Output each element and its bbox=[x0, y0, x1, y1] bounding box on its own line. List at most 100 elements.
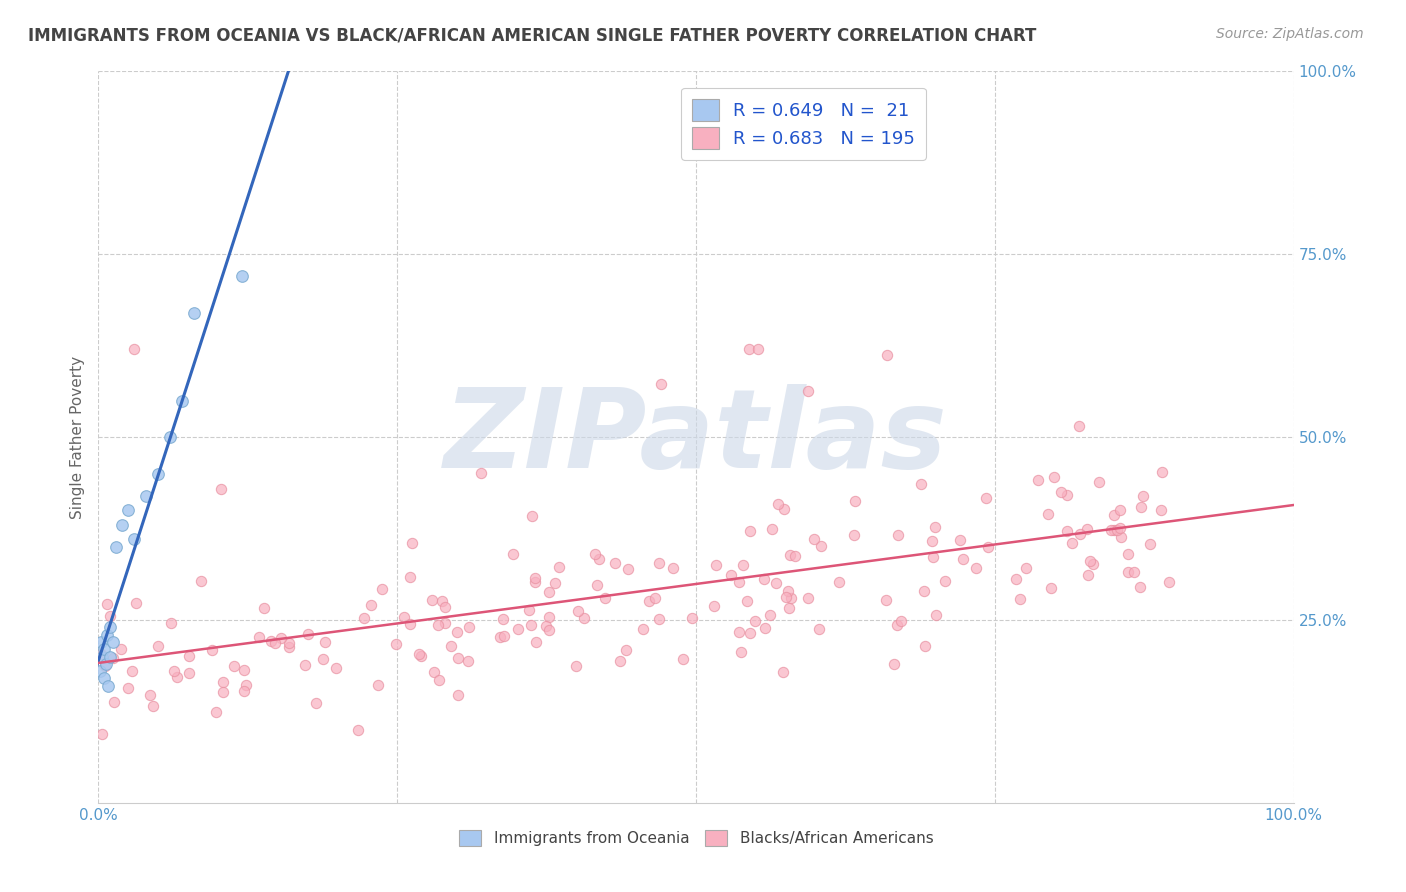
Point bbox=[934, 574, 956, 588]
Point bbox=[585, 577, 607, 591]
Point bbox=[644, 591, 666, 606]
Point bbox=[314, 634, 336, 648]
Text: IMMIGRANTS FROM OCEANIA VS BLACK/AFRICAN AMERICAN SINGLE FATHER POVERTY CORRELAT: IMMIGRANTS FROM OCEANIA VS BLACK/AFRICAN… bbox=[28, 27, 1036, 45]
Point bbox=[347, 723, 370, 737]
Point bbox=[430, 594, 453, 608]
Point bbox=[616, 643, 638, 657]
Legend: Immigrants from Oceania, Blacks/African Americans: Immigrants from Oceania, Blacks/African … bbox=[451, 822, 941, 854]
Point bbox=[768, 497, 790, 511]
Point bbox=[426, 617, 449, 632]
Point bbox=[91, 649, 114, 664]
Point bbox=[260, 633, 283, 648]
Point bbox=[844, 494, 866, 508]
Point bbox=[728, 574, 751, 589]
Text: Source: ZipAtlas.com: Source: ZipAtlas.com bbox=[1216, 27, 1364, 41]
Point bbox=[603, 556, 626, 570]
Point bbox=[1015, 561, 1038, 575]
Point bbox=[103, 695, 125, 709]
Point bbox=[543, 575, 565, 590]
Point bbox=[508, 622, 530, 636]
Point bbox=[778, 601, 800, 615]
Point bbox=[457, 655, 479, 669]
Point bbox=[1139, 537, 1161, 551]
Point bbox=[110, 642, 132, 657]
Point bbox=[159, 430, 181, 444]
Point bbox=[494, 629, 516, 643]
Point bbox=[796, 591, 818, 605]
Point bbox=[1105, 523, 1128, 537]
Point bbox=[1116, 565, 1139, 579]
Point bbox=[1004, 572, 1026, 586]
Point bbox=[883, 657, 905, 672]
Point bbox=[235, 678, 257, 692]
Point bbox=[1108, 502, 1130, 516]
Point bbox=[1088, 475, 1111, 489]
Point bbox=[778, 583, 800, 598]
Point bbox=[1010, 591, 1032, 606]
Point bbox=[661, 561, 683, 575]
Point bbox=[96, 627, 118, 641]
Point bbox=[233, 663, 256, 677]
Point bbox=[502, 547, 524, 561]
Point bbox=[1150, 465, 1173, 479]
Point bbox=[142, 698, 165, 713]
Point bbox=[759, 607, 782, 622]
Point bbox=[567, 604, 589, 618]
Point bbox=[887, 527, 910, 541]
Point bbox=[93, 672, 115, 686]
Point bbox=[637, 593, 659, 607]
Point bbox=[779, 591, 801, 605]
Point bbox=[747, 343, 769, 357]
Point bbox=[912, 583, 935, 598]
Point bbox=[117, 681, 139, 695]
Point bbox=[1132, 489, 1154, 503]
Point bbox=[609, 654, 631, 668]
Point bbox=[520, 618, 543, 632]
Point bbox=[270, 631, 292, 645]
Point bbox=[921, 534, 943, 549]
Point bbox=[738, 524, 761, 539]
Point bbox=[183, 306, 205, 320]
Point bbox=[1026, 474, 1049, 488]
Point bbox=[212, 675, 235, 690]
Point bbox=[1102, 508, 1125, 523]
Point bbox=[785, 549, 807, 564]
Point bbox=[1067, 419, 1090, 434]
Point bbox=[125, 596, 148, 610]
Point bbox=[681, 610, 703, 624]
Point bbox=[890, 614, 912, 628]
Point bbox=[434, 615, 457, 630]
Point bbox=[93, 642, 115, 657]
Point bbox=[179, 648, 201, 663]
Point bbox=[924, 519, 946, 533]
Point bbox=[765, 575, 787, 590]
Point bbox=[440, 639, 463, 653]
Point bbox=[704, 558, 727, 572]
Point bbox=[111, 517, 134, 532]
Point bbox=[773, 502, 796, 516]
Point bbox=[523, 571, 546, 585]
Point bbox=[224, 658, 246, 673]
Point bbox=[353, 611, 375, 625]
Point bbox=[886, 617, 908, 632]
Point bbox=[672, 652, 695, 666]
Point bbox=[730, 645, 752, 659]
Point bbox=[458, 620, 481, 634]
Point bbox=[650, 376, 672, 391]
Point bbox=[1081, 558, 1104, 572]
Point bbox=[89, 664, 111, 678]
Point bbox=[1116, 547, 1139, 561]
Point bbox=[247, 630, 270, 644]
Point bbox=[117, 503, 139, 517]
Point bbox=[190, 574, 212, 588]
Point bbox=[98, 649, 122, 664]
Point bbox=[392, 610, 415, 624]
Point bbox=[828, 575, 851, 590]
Point bbox=[737, 594, 759, 608]
Point bbox=[583, 547, 606, 561]
Point bbox=[1043, 470, 1066, 484]
Point bbox=[96, 598, 118, 612]
Point bbox=[399, 570, 422, 584]
Point bbox=[1122, 566, 1144, 580]
Point bbox=[489, 631, 512, 645]
